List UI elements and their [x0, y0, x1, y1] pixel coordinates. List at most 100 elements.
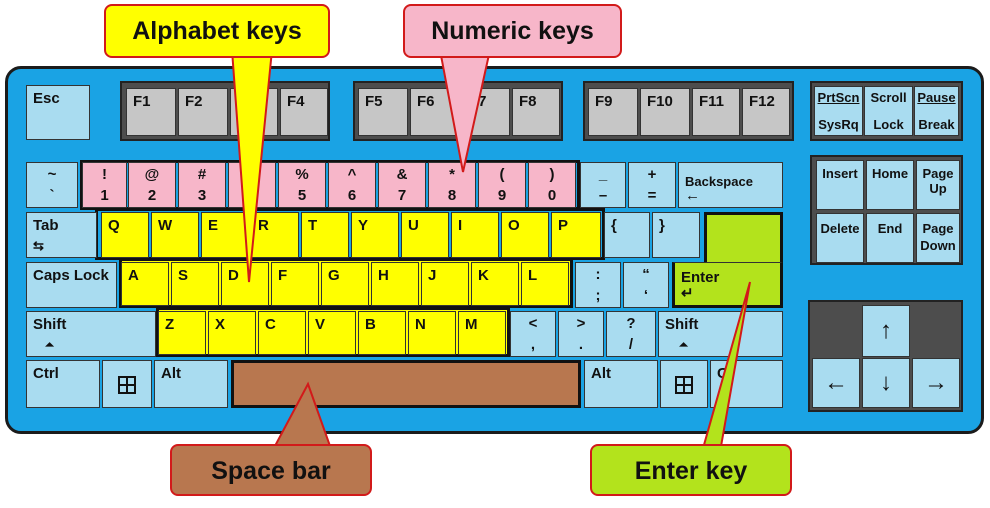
f12-key[interactable]: F12 [742, 88, 790, 136]
key-l[interactable]: L [521, 262, 569, 306]
key-c[interactable]: C [258, 311, 306, 355]
key-p[interactable]: P [551, 212, 601, 258]
space-bar-callout: Space bar [170, 444, 372, 496]
right-shift-key[interactable]: Shift ⏶ [658, 311, 783, 357]
key-d[interactable]: D [221, 262, 269, 306]
slash-key[interactable]: ? / [606, 311, 656, 357]
left-ctrl-key[interactable]: Ctrl [26, 360, 100, 408]
key-8[interactable]: * 8 [428, 162, 476, 208]
key-m-label: M [465, 316, 478, 333]
right-windows-key[interactable] [660, 360, 708, 408]
key-1[interactable]: ! 1 [82, 162, 127, 208]
comma-bottom-label: , [530, 336, 536, 353]
f10-key[interactable]: F10 [640, 88, 690, 136]
key-s[interactable]: S [171, 262, 219, 306]
key-7[interactable]: & 7 [378, 162, 426, 208]
key-3-top-label: # [197, 166, 207, 183]
home-key[interactable]: Home [866, 160, 914, 210]
left-shift-key[interactable]: Shift ⏶ [26, 311, 156, 357]
space-callout-label: Space bar [211, 457, 331, 485]
arrow-up-key[interactable]: ↑ [862, 305, 910, 357]
f11-key[interactable]: F11 [692, 88, 740, 136]
key-e[interactable]: E [201, 212, 249, 258]
key-j[interactable]: J [421, 262, 469, 306]
quote-key[interactable]: “‘ [623, 262, 669, 308]
key-r[interactable]: R [251, 212, 299, 258]
colon-key[interactable]: :; [575, 262, 621, 308]
f2-key[interactable]: F2 [178, 88, 228, 136]
f5-key[interactable]: F5 [358, 88, 408, 136]
key-i[interactable]: I [451, 212, 499, 258]
slash-top-label: ? [626, 315, 636, 332]
period-key[interactable]: >. [558, 311, 604, 357]
key-f[interactable]: F [271, 262, 319, 306]
key-q[interactable]: Q [101, 212, 149, 258]
arrow-left-key[interactable]: ← [812, 358, 860, 408]
f5-label: F5 [365, 93, 383, 110]
key-m[interactable]: M [458, 311, 506, 355]
esc-key[interactable]: Esc [26, 85, 90, 140]
key-y[interactable]: Y [351, 212, 399, 258]
sysrq-label: SysRq [818, 117, 859, 132]
plus-key[interactable]: + = [628, 162, 676, 208]
insert-key[interactable]: Insert [816, 160, 864, 210]
enter-key-lower[interactable]: Enter ↵ [672, 262, 783, 308]
key-0[interactable]: ) 0 [528, 162, 576, 208]
arrow-down-key[interactable]: ↓ [862, 358, 910, 408]
key-9[interactable]: (9 [478, 162, 526, 208]
scroll-lock-key[interactable]: Scroll Lock [864, 86, 913, 136]
minus-top-label: _ [598, 166, 608, 183]
scroll-label: Scroll [870, 90, 907, 105]
f1-label: F1 [133, 93, 151, 110]
tab-key[interactable]: Tab ⇆ [26, 212, 97, 258]
f8-key[interactable]: F8 [512, 88, 560, 136]
key-k[interactable]: K [471, 262, 519, 306]
key-l-label: L [528, 267, 538, 284]
end-key[interactable]: End [866, 213, 914, 263]
prtscn-key[interactable]: PrtScn SysRq [814, 86, 863, 136]
left-alt-key[interactable]: Alt [154, 360, 228, 408]
key-2[interactable]: @2 [128, 162, 176, 208]
key-3[interactable]: #3 [178, 162, 226, 208]
left-windows-key[interactable] [102, 360, 152, 408]
key-t[interactable]: T [301, 212, 349, 258]
right-brace-key[interactable]: } [652, 212, 700, 258]
numeric-pointer [438, 49, 492, 173]
arrow-right-key[interactable]: → [912, 358, 960, 408]
key-z-label: Z [165, 316, 175, 333]
tilde-key[interactable]: ~ ` [26, 162, 78, 208]
key-b[interactable]: B [358, 311, 406, 355]
key-h[interactable]: H [371, 262, 419, 306]
caps-lock-key[interactable]: Caps Lock [26, 262, 117, 308]
left-brace-key[interactable]: { [604, 212, 650, 258]
key-v[interactable]: V [308, 311, 356, 355]
key-x[interactable]: X [208, 311, 256, 355]
key-f-label: F [278, 267, 288, 284]
minus-key[interactable]: _ – [580, 162, 626, 208]
key-s-label: S [178, 267, 189, 284]
right-alt-key[interactable]: Alt [584, 360, 658, 408]
f4-key[interactable]: F4 [280, 88, 328, 136]
key-3-bottom-label: 3 [197, 187, 207, 204]
minus-bottom-label: – [598, 187, 608, 204]
key-6[interactable]: ^ 6 [328, 162, 376, 208]
key-o[interactable]: O [501, 212, 549, 258]
key-w[interactable]: W [151, 212, 199, 258]
key-g[interactable]: G [321, 262, 369, 306]
f9-key[interactable]: F9 [588, 88, 638, 136]
key-z[interactable]: Z [158, 311, 206, 355]
quote-top-label: “ [642, 266, 650, 283]
f1-key[interactable]: F1 [126, 88, 176, 136]
key-n[interactable]: N [408, 311, 456, 355]
page-up-key[interactable]: Page Up [916, 160, 960, 210]
key-u[interactable]: U [401, 212, 449, 258]
page-down-key[interactable]: Page Down [916, 213, 960, 263]
key-a[interactable]: A [121, 262, 169, 306]
delete-key[interactable]: Delete [816, 213, 864, 263]
key-5[interactable]: % 5 [278, 162, 326, 208]
comma-key[interactable]: <, [510, 311, 556, 357]
backspace-key[interactable]: Backspace ← [678, 162, 783, 208]
pause-key[interactable]: Pause Break [914, 86, 959, 136]
space-bar-key[interactable] [231, 360, 581, 408]
f8-label: F8 [519, 93, 537, 110]
